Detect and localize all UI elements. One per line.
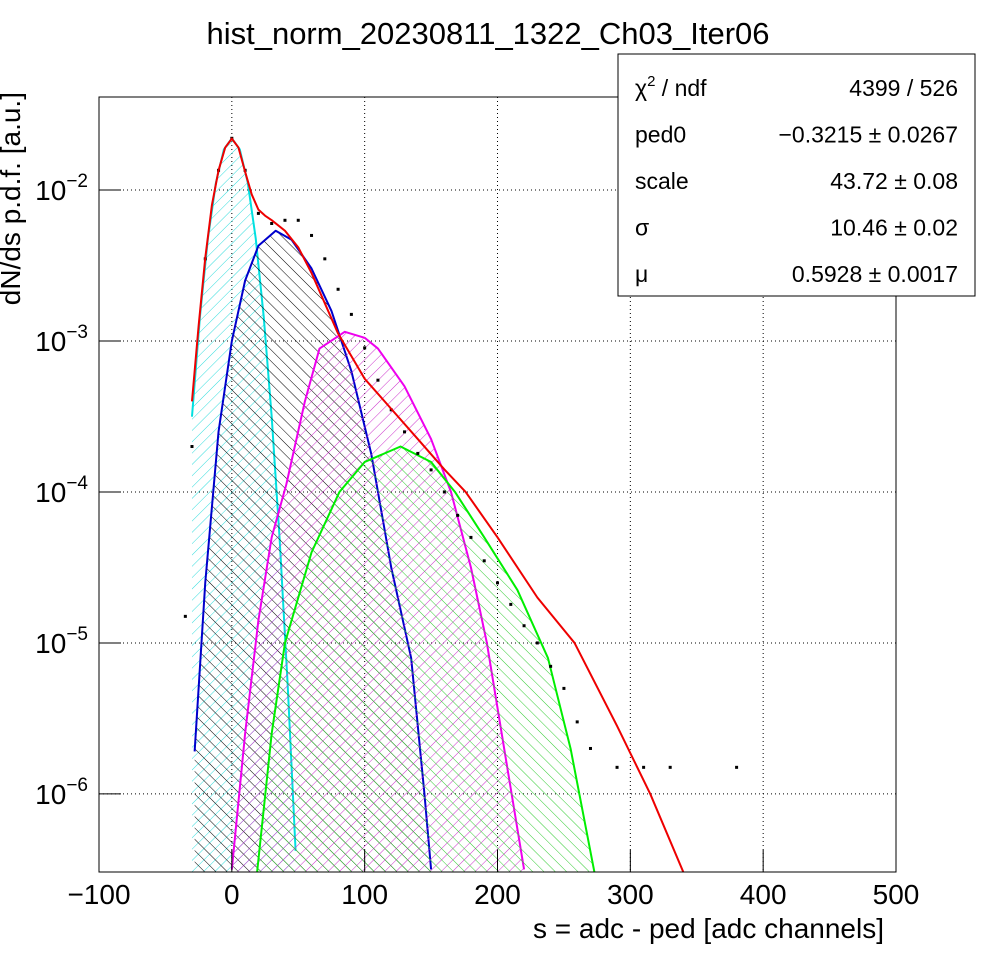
y-tick-base: 10: [35, 477, 66, 508]
data-point: [270, 221, 274, 225]
stats-value: 43.72 ± 0.08: [830, 168, 958, 194]
data-point: [403, 430, 407, 434]
x-tick-label: 100: [341, 879, 388, 910]
stats-value: 4399 / 526: [849, 75, 958, 101]
y-tick-base: 10: [35, 628, 66, 659]
y-axis-label: dN/ds p.d.f. [a.u.]: [0, 92, 26, 305]
data-point: [256, 211, 260, 215]
data-point: [615, 765, 619, 769]
y-tick-exponent: −4: [66, 473, 88, 494]
y-tick-exponent: −2: [66, 171, 88, 192]
hatch-area: [257, 446, 595, 872]
stats-label: σ: [635, 215, 649, 241]
y-tick-label: 10−2: [35, 171, 88, 206]
data-point: [469, 535, 473, 539]
data-point: [190, 445, 194, 449]
data-point: [496, 581, 499, 585]
stats-label: χ2 / ndf: [635, 73, 707, 101]
data-point: [735, 765, 739, 769]
stats-label-text: σ: [635, 215, 649, 241]
x-tick-label: 400: [740, 879, 787, 910]
data-point: [588, 746, 592, 750]
data-point: [482, 559, 486, 563]
data-point: [509, 602, 513, 606]
y-tick-base: 10: [35, 326, 66, 357]
data-point: [456, 513, 460, 517]
data-point: [283, 218, 287, 222]
stats-label: ped0: [635, 122, 686, 148]
data-point: [575, 720, 579, 724]
data-point: [416, 451, 420, 455]
stats-label: scale: [635, 168, 689, 194]
data-point: [535, 641, 539, 645]
x-tick-label: −100: [67, 879, 130, 910]
data-point: [522, 624, 526, 628]
y-tick-label: 10−4: [35, 473, 88, 508]
data-point: [562, 686, 566, 690]
y-tick-base: 10: [35, 779, 66, 810]
stats-frame: [617, 53, 976, 297]
data-point: [349, 312, 353, 316]
stats-label-text: μ: [635, 261, 648, 287]
stats-value: −0.3215 ± 0.0267: [778, 122, 958, 148]
data-point: [296, 218, 300, 222]
x-tick-label: 200: [474, 879, 521, 910]
data-point: [668, 765, 672, 769]
y-tick-exponent: −3: [66, 322, 88, 343]
stats-label-text: scale: [635, 168, 689, 194]
fit-curve: [256, 445, 596, 872]
y-tick-label: 10−6: [35, 775, 88, 810]
y-tick-base: 10: [35, 175, 66, 206]
data-point: [363, 346, 367, 350]
data-point: [336, 287, 340, 291]
stats-label-sup: 2: [647, 73, 655, 90]
x-tick-label: 300: [607, 879, 654, 910]
x-axis-label: s = adc - ped [adc channels]: [533, 913, 884, 944]
fit-curve: [190, 137, 685, 872]
y-tick-label: 10−5: [35, 624, 88, 659]
y-tick-label: 10−3: [35, 322, 88, 357]
data-point: [442, 490, 446, 494]
plot-area: [99, 97, 896, 872]
data-point: [642, 765, 646, 769]
data-point: [376, 378, 380, 382]
data-point: [429, 468, 433, 472]
x-tick-label: 0: [224, 879, 240, 910]
y-tick-exponent: −5: [66, 624, 88, 645]
chart-title: hist_norm_20230811_1322_Ch03_Iter06: [206, 16, 769, 51]
stats-label: μ: [635, 261, 648, 287]
stats-box: χ2 / ndf 4399 / 526 ped0 −0.3215 ± 0.0267 sc…: [617, 53, 976, 297]
stats-label-rest: / ndf: [655, 75, 707, 101]
stats-value: 10.46 ± 0.02: [830, 215, 958, 241]
data-point: [323, 257, 327, 261]
stats-label-text: χ: [635, 75, 647, 101]
data-point: [549, 664, 553, 668]
y-tick-exponent: −6: [66, 775, 88, 796]
stats-value: 0.5928 ± 0.0017: [792, 261, 958, 287]
x-tick-label: 500: [873, 879, 920, 910]
data-point: [183, 614, 187, 618]
stats-label-text: ped0: [635, 122, 686, 148]
plot-frame: [98, 96, 897, 873]
data-point: [310, 233, 314, 237]
